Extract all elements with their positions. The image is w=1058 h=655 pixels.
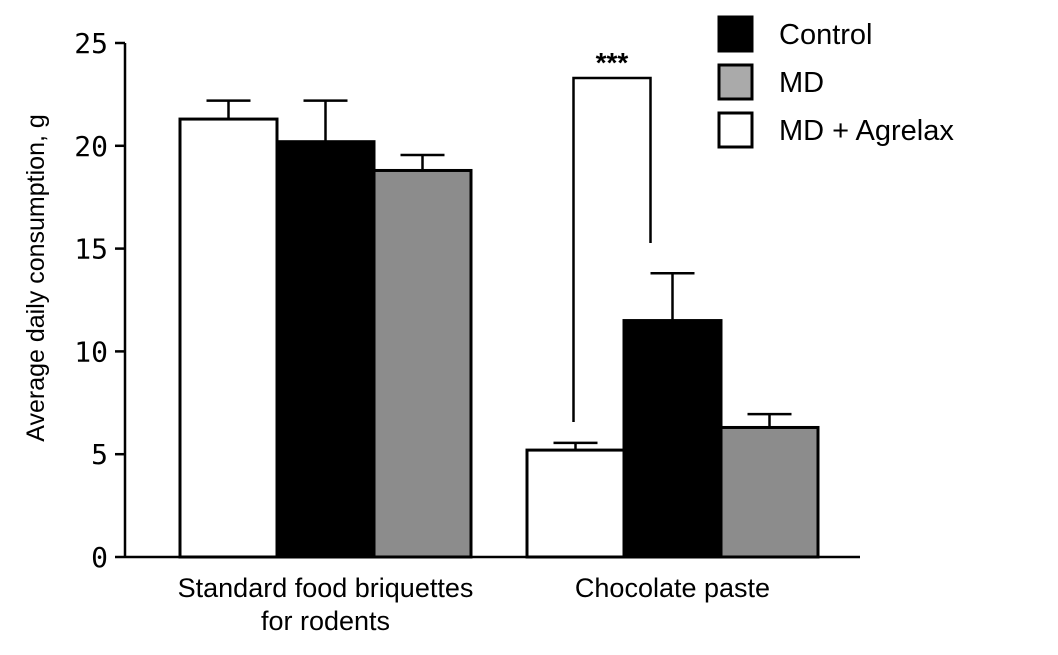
y-tick-label: 25 — [74, 27, 108, 60]
legend-label: MD — [779, 67, 824, 99]
y-tick-label: 10 — [74, 335, 108, 368]
bar — [622, 319, 723, 559]
legend-swatch — [717, 111, 754, 149]
x-category-label: for rodents — [261, 606, 390, 636]
significance-annotations: *** — [572, 47, 652, 422]
bar — [525, 448, 626, 559]
error-bars — [206, 99, 792, 451]
legend-swatch — [717, 15, 754, 53]
legend-label: MD + Agrelax — [779, 115, 954, 147]
bar — [372, 168, 473, 559]
legend-swatch — [717, 63, 754, 101]
y-tick-label: 5 — [91, 438, 108, 471]
bars — [178, 117, 820, 559]
legend-item: MD — [717, 63, 824, 101]
y-tick-label: 0 — [91, 541, 108, 574]
y-tick-label: 20 — [74, 130, 108, 163]
x-category-label: Standard food briquettes — [178, 573, 474, 603]
significance-bracket — [572, 76, 652, 422]
legend: Control MD MD + Agrelax — [717, 15, 954, 149]
legend-item: MD + Agrelax — [717, 111, 954, 149]
x-category-label: Chocolate paste — [575, 573, 770, 603]
bar — [178, 117, 279, 559]
legend-label: Control — [779, 19, 873, 51]
bar — [719, 425, 820, 559]
y-axis-title: Average daily consumption, g — [22, 114, 50, 442]
y-tick-label: 15 — [74, 233, 108, 266]
significance-label: *** — [596, 47, 629, 78]
legend-item: Control — [717, 15, 873, 53]
bar — [275, 140, 376, 559]
